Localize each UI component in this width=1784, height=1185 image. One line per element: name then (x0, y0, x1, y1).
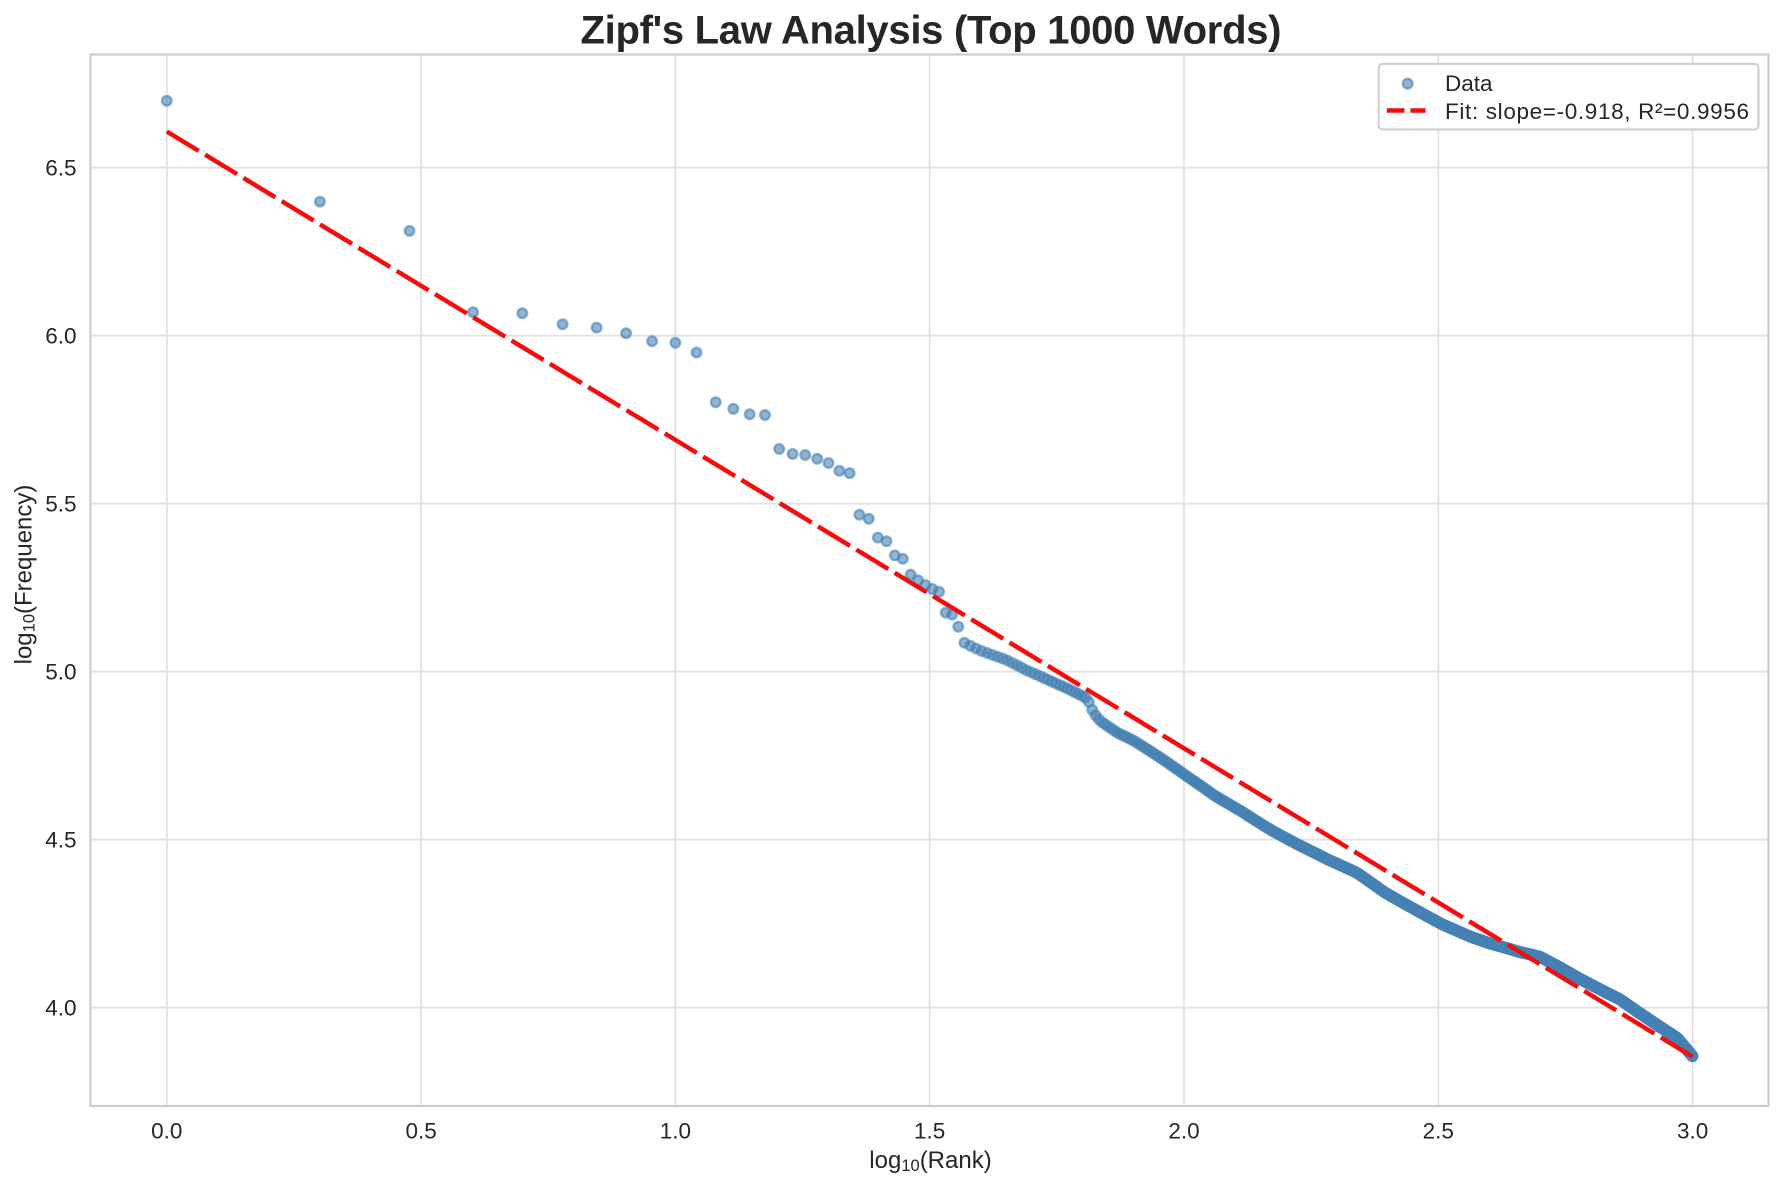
svg-text:1.0: 1.0 (660, 1119, 691, 1144)
svg-text:4.5: 4.5 (45, 828, 76, 853)
svg-text:Fit: slope=-0.918, R²=0.9956: Fit: slope=-0.918, R²=0.9956 (1445, 99, 1749, 124)
svg-text:2.5: 2.5 (1423, 1119, 1454, 1144)
svg-text:0.0: 0.0 (151, 1119, 182, 1144)
svg-text:6.0: 6.0 (45, 324, 76, 349)
svg-text:6.5: 6.5 (45, 156, 76, 181)
svg-text:1.5: 1.5 (914, 1119, 945, 1144)
svg-text:0.5: 0.5 (405, 1119, 436, 1144)
svg-text:log10(Rank): log10(Rank) (869, 1147, 991, 1175)
svg-text:4.0: 4.0 (45, 996, 76, 1021)
svg-text:Data: Data (1445, 71, 1493, 96)
svg-text:log10(Frequency): log10(Frequency) (11, 485, 39, 665)
svg-text:2.0: 2.0 (1168, 1119, 1199, 1144)
svg-text:5.5: 5.5 (45, 492, 76, 517)
svg-text:3.0: 3.0 (1677, 1119, 1708, 1144)
svg-text:5.0: 5.0 (45, 660, 76, 685)
svg-text:Zipf's Law Analysis (Top 1000: Zipf's Law Analysis (Top 1000 Words) (581, 9, 1282, 53)
